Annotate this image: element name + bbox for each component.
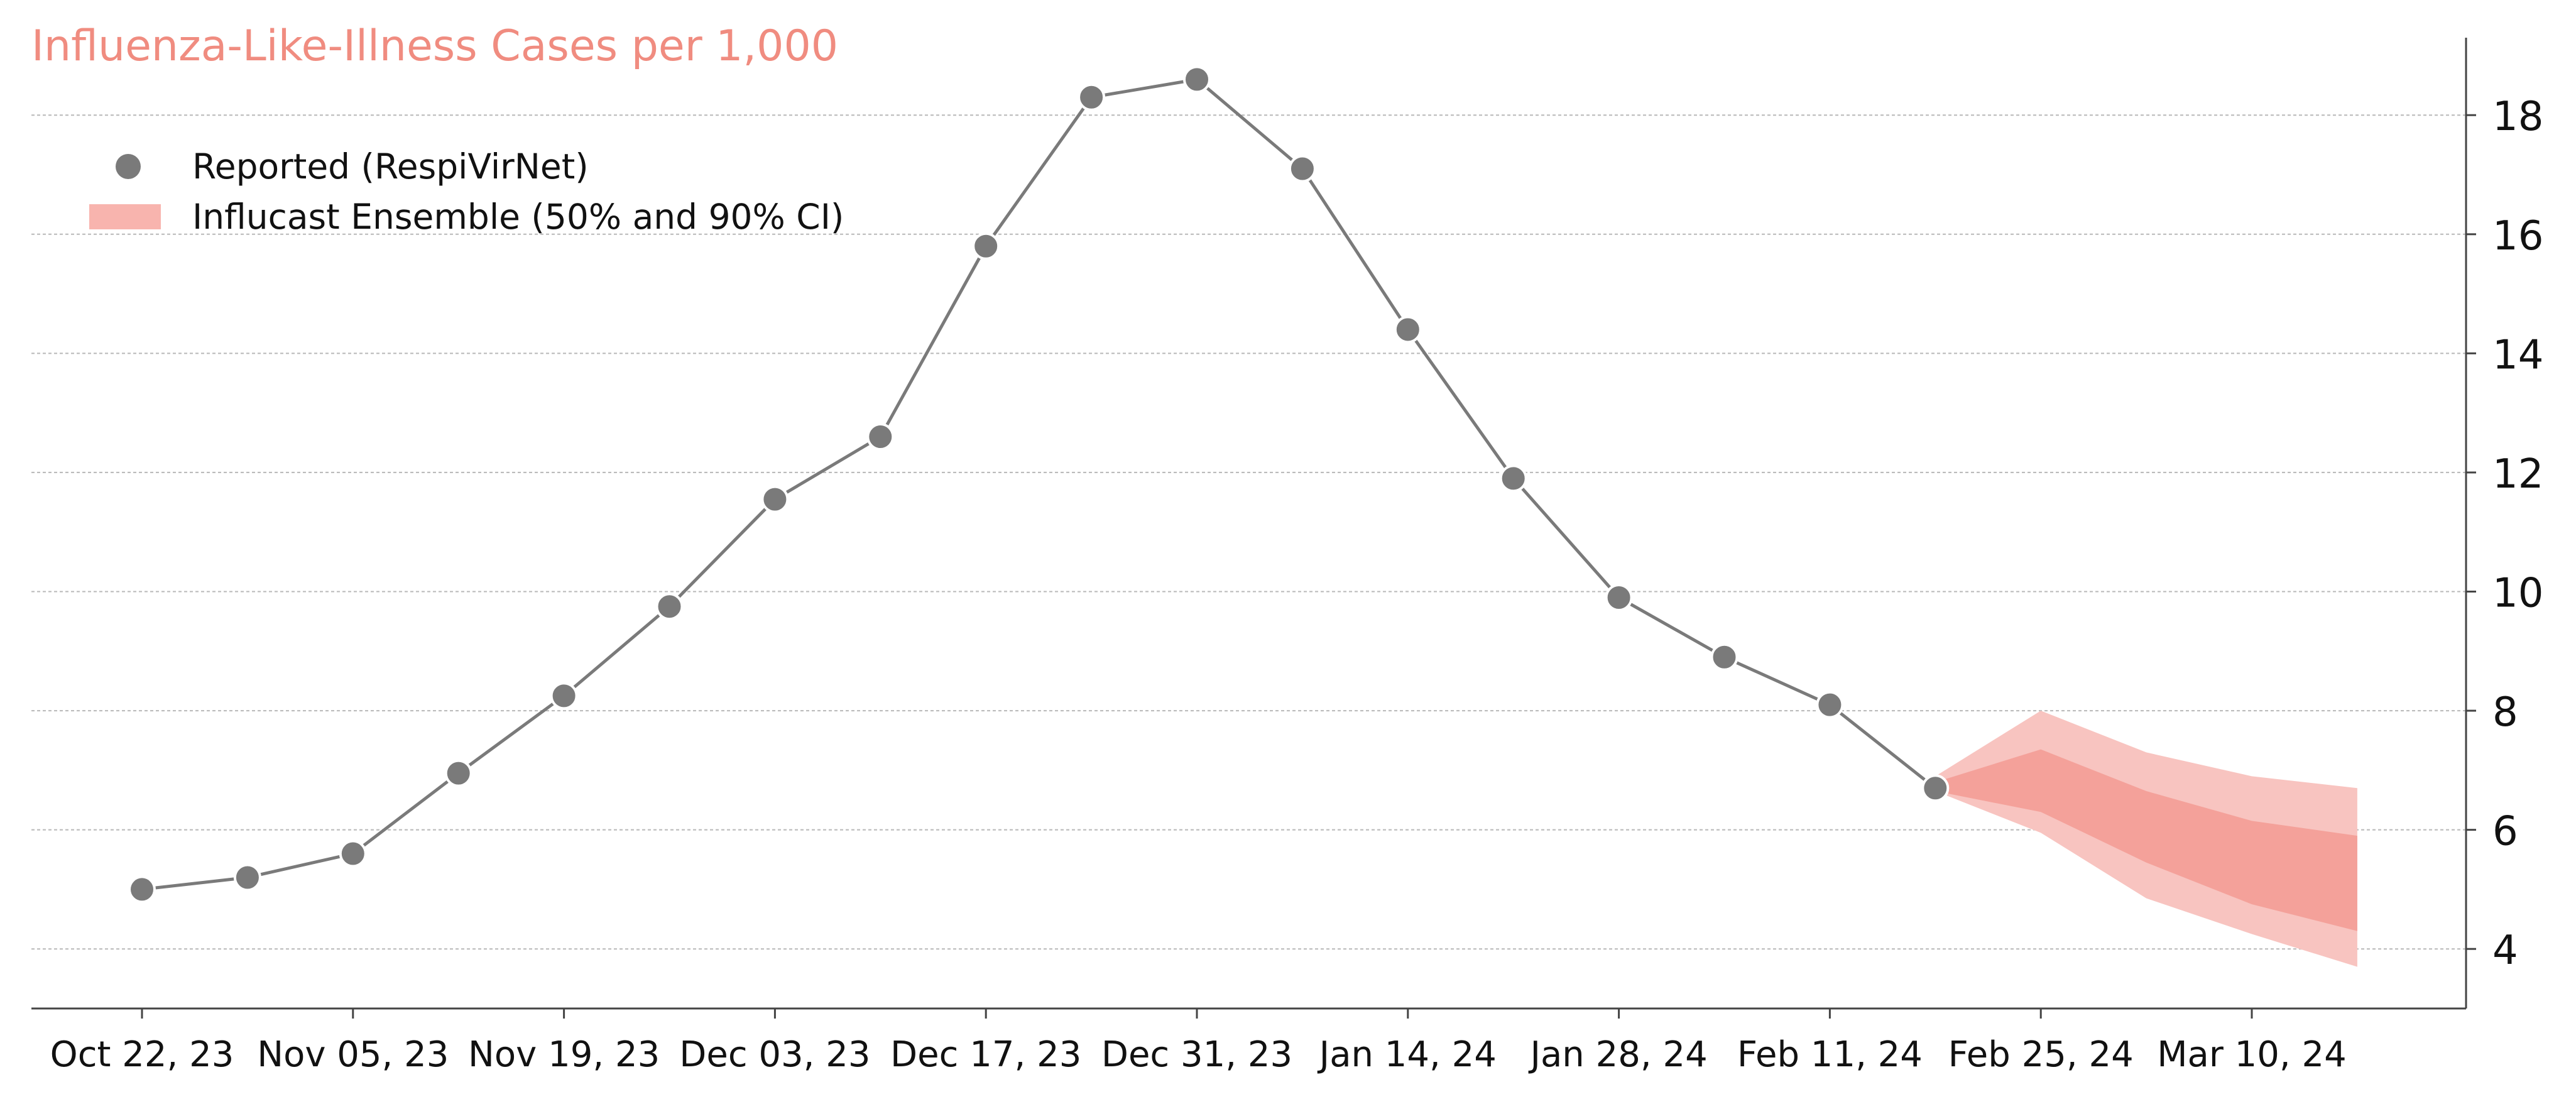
legend: Reported (RespiVirNet) Influcast Ensembl…	[89, 141, 844, 242]
data-point	[1605, 583, 1633, 611]
x-tick-label: Mar 10, 24	[2157, 1034, 2347, 1075]
legend-item-ensemble: Influcast Ensemble (50% and 90% CI)	[89, 192, 844, 242]
x-tick-label: Dec 03, 23	[679, 1034, 870, 1075]
y-tick-label: 14	[2492, 332, 2543, 378]
x-tick-label: Feb 25, 24	[1948, 1034, 2134, 1075]
data-point	[655, 593, 684, 621]
legend-item-reported: Reported (RespiVirNet)	[89, 141, 844, 192]
x-tick-label: Dec 17, 23	[890, 1034, 1081, 1075]
data-point	[1288, 155, 1316, 183]
data-point	[233, 863, 261, 892]
chart-title: Influenza-Like-Illness Cases per 1,000	[31, 21, 838, 71]
legend-swatch-band	[89, 204, 161, 229]
data-point	[128, 875, 156, 904]
data-point	[1078, 83, 1106, 111]
x-tick-label: Nov 19, 23	[468, 1034, 660, 1075]
data-point	[866, 423, 895, 451]
ci50-band	[1935, 749, 2357, 931]
y-tick-label: 10	[2492, 571, 2543, 617]
y-tick-label: 12	[2492, 451, 2543, 498]
x-tick-label: Oct 22, 23	[50, 1034, 234, 1075]
data-point	[1499, 464, 1527, 493]
legend-marker-dot	[116, 154, 141, 179]
data-point	[339, 839, 367, 868]
y-tick-label: 18	[2492, 94, 2543, 140]
x-tick-label: Jan 28, 24	[1528, 1034, 1707, 1075]
legend-label-reported: Reported (RespiVirNet)	[192, 146, 589, 187]
data-point	[972, 232, 1000, 260]
data-point	[761, 485, 789, 513]
x-tick-label: Dec 31, 23	[1101, 1034, 1292, 1075]
x-tick-label: Feb 11, 24	[1737, 1034, 1923, 1075]
y-tick-label: 16	[2492, 213, 2543, 260]
x-tick-label: Jan 14, 24	[1318, 1034, 1497, 1075]
data-point	[1183, 65, 1211, 94]
y-tick-label: 4	[2492, 927, 2518, 974]
data-point	[444, 759, 472, 787]
y-tick-label: 6	[2492, 809, 2518, 855]
data-point	[1710, 643, 1738, 671]
y-tick-label: 8	[2492, 689, 2518, 736]
data-point	[550, 682, 578, 710]
x-tick-label: Nov 05, 23	[257, 1034, 449, 1075]
legend-label-ensemble: Influcast Ensemble (50% and 90% CI)	[192, 197, 844, 237]
data-point	[1394, 315, 1422, 344]
data-point	[1921, 774, 1950, 802]
reported-line	[141, 77, 1936, 891]
data-point	[1816, 691, 1844, 719]
